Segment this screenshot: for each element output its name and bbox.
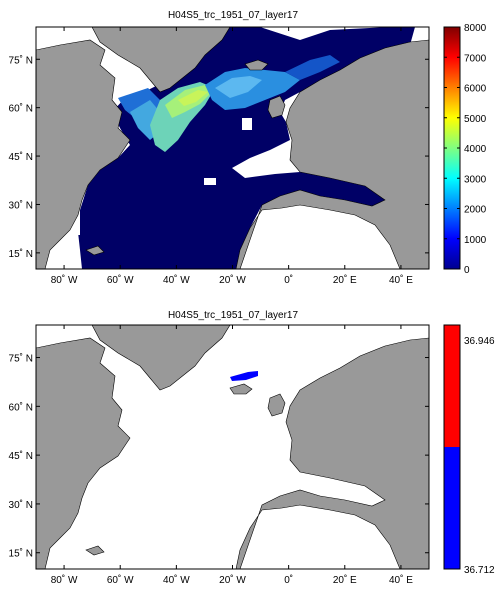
panel-2-land-british-isles bbox=[267, 393, 286, 417]
y-tick-label: 30˚ N bbox=[9, 499, 33, 511]
y-tick-label: 60˚ N bbox=[9, 103, 33, 115]
y-tick-label: 75˚ N bbox=[9, 54, 33, 66]
colorbar-tick-label: 6000 bbox=[464, 84, 487, 95]
y-tick-label: 60˚ N bbox=[9, 401, 33, 413]
panel-1-land-iceland bbox=[244, 59, 269, 71]
panel-2-colorbar-red bbox=[444, 325, 460, 447]
panel-1-title: H04S5_trc_1951_07_layer17 bbox=[168, 10, 299, 21]
panel-1-ticks: 80˚ W 60˚ W 40˚ W 20˚ W 0˚ 20˚ E 40˚ E 75˚ N 60˚… bbox=[9, 27, 429, 286]
y-tick-label: 30˚ N bbox=[9, 199, 33, 211]
x-tick-label: 40˚ E bbox=[389, 274, 413, 286]
panel-1-land-europe-africa bbox=[235, 39, 429, 269]
panel-2-land-north-america bbox=[36, 337, 131, 569]
colorbar-tick-label: 7000 bbox=[464, 53, 487, 64]
x-tick-label: 20˚ E bbox=[333, 274, 357, 286]
panel-2-colorbar-max-label: 36.946 bbox=[464, 336, 495, 347]
panel-1-map bbox=[36, 27, 429, 269]
panel-1-plume-northeast bbox=[205, 68, 300, 110]
colorbar-tick-label: 2000 bbox=[464, 205, 487, 216]
panel-2-colorbar-min-label: 36.712 bbox=[464, 565, 495, 576]
x-tick-label: 0˚ bbox=[284, 574, 293, 586]
panel-1-colorbar-ticks: 0 1000 2000 3000 4000 5000 6000 7000 8000 bbox=[444, 23, 487, 276]
panel-2-colorbar-blue bbox=[444, 447, 460, 569]
panel-2-land bbox=[36, 325, 429, 569]
panel-1-plume-core-yellow bbox=[178, 90, 208, 106]
colorbar-tick-label: 8000 bbox=[464, 23, 487, 34]
colorbar-tick-label: 4000 bbox=[464, 144, 487, 155]
panel-1: H04S5_trc_1951_07_layer17 bbox=[9, 10, 487, 286]
panel-2-title: H04S5_trc_1951_07_layer17 bbox=[168, 310, 299, 321]
x-tick-label: 60˚ W bbox=[107, 274, 134, 286]
panel-1-land-caribbean bbox=[85, 245, 105, 256]
panel-2-colorbar-frame bbox=[443, 324, 461, 570]
panel-1-land-greenland bbox=[91, 27, 231, 93]
colorbar-tick-label: 3000 bbox=[464, 174, 487, 185]
panel-1-land bbox=[36, 27, 429, 269]
x-tick-label: 60˚ W bbox=[107, 574, 134, 586]
y-tick-label: 15˚ N bbox=[9, 248, 33, 260]
panel-1-land-north-america bbox=[36, 39, 131, 269]
x-tick-label: 20˚ W bbox=[219, 574, 246, 586]
x-tick-label: 0˚ bbox=[284, 274, 293, 286]
x-tick-label: 80˚ W bbox=[51, 274, 78, 286]
panel-1-land-british-isles bbox=[267, 95, 286, 119]
panel-1-plume-northeast-light bbox=[215, 76, 262, 98]
colorbar-tick-label: 1000 bbox=[464, 235, 487, 246]
panel-2-land-caribbean bbox=[85, 545, 105, 556]
panel-2-blue-patch bbox=[230, 371, 258, 381]
panel-2: H04S5_trc_1951_07_layer17 80˚ W 60˚ W 40˚ … bbox=[9, 310, 495, 586]
panel-1-nodata-patch bbox=[204, 178, 216, 185]
panel-1-nodata-patch bbox=[242, 118, 252, 130]
y-tick-label: 45˚ N bbox=[9, 151, 33, 163]
panel-2-land-iceland bbox=[229, 383, 253, 395]
panel-2-land-europe-africa bbox=[235, 337, 429, 569]
panel-2-ticks: 80˚ W 60˚ W 40˚ W 20˚ W 0˚ 20˚ E 40˚ E 75˚ N 60˚… bbox=[9, 325, 429, 586]
panel-2-map bbox=[36, 325, 429, 569]
x-tick-label: 20˚ W bbox=[219, 274, 246, 286]
x-tick-label: 20˚ E bbox=[333, 574, 357, 586]
panel-1-plume-tongue bbox=[285, 55, 340, 80]
x-tick-label: 80˚ W bbox=[51, 574, 78, 586]
panel-2-land-greenland bbox=[91, 325, 231, 391]
x-tick-label: 40˚ W bbox=[163, 274, 190, 286]
y-tick-label: 45˚ N bbox=[9, 450, 33, 462]
x-tick-label: 40˚ W bbox=[163, 574, 190, 586]
y-tick-label: 15˚ N bbox=[9, 548, 33, 560]
x-tick-label: 40˚ E bbox=[389, 574, 413, 586]
colorbar-tick-label: 0 bbox=[464, 265, 470, 276]
y-tick-label: 75˚ N bbox=[9, 353, 33, 365]
colorbar-tick-label: 5000 bbox=[464, 114, 487, 125]
